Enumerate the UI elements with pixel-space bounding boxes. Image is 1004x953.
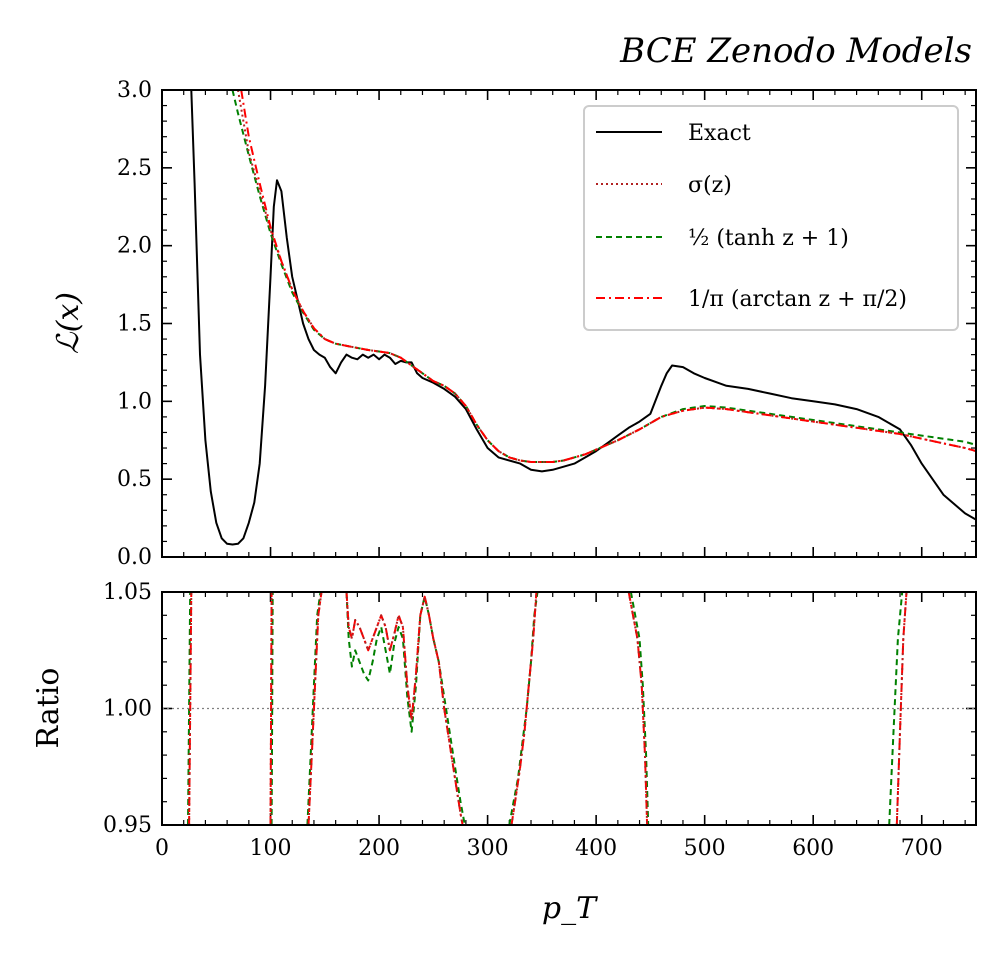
bottom-ytick-labels: 0.95 1.00 1.05 [103, 580, 152, 838]
ratio-line-0-0 [187, 592, 192, 825]
bottom-ytick-label: 1.00 [103, 697, 152, 722]
xlabel: p_T [542, 891, 598, 926]
ratio-line-2-6 [895, 592, 908, 825]
bottom-ytick-label: 0.95 [103, 813, 152, 838]
ratio-line-2-5 [627, 592, 649, 825]
xtick-label: 600 [792, 836, 834, 861]
top-series [190, 90, 976, 546]
legend: Exact σ(z) ½ (tanh z + 1) 1/π (arctan z + π… [583, 105, 959, 331]
bottom-axes-frame [161, 591, 977, 826]
ratio-line-0-3 [345, 592, 466, 825]
legend-label: Exact [688, 121, 751, 146]
legend-label: 1/π (arctan z + π/2) [688, 287, 907, 312]
legend-label: σ(z) [688, 173, 732, 198]
ratio-line-0-5 [629, 592, 650, 825]
top-ytick-label: 2.5 [117, 156, 152, 181]
legend-box [583, 105, 959, 331]
bottom-panel: 0.95 1.00 1.05 0 100 200 300 400 500 600 700 [103, 580, 977, 861]
ratio-line-0-6 [888, 592, 904, 825]
xtick-label: 400 [575, 836, 617, 861]
bottom-series [187, 592, 908, 825]
ratio-line-2-1 [269, 592, 273, 825]
bottom-ytick-label: 1.05 [103, 580, 152, 605]
legend-entries: Exact σ(z) ½ (tanh z + 1) 1/π (arctan z + π… [596, 121, 907, 312]
top-axes-frame [161, 89, 977, 558]
ratio-line-0-1 [270, 592, 274, 825]
top-ytick-labels: 0.0 0.5 1.0 1.5 2.0 2.5 3.0 [117, 78, 152, 570]
top-panel: 0.0 0.5 1.0 1.5 2.0 2.5 3.0 [117, 78, 977, 570]
chart-title: BCE Zenodo Models [619, 31, 972, 71]
xtick-label: 200 [358, 836, 400, 861]
xtick-label: 0 [155, 836, 169, 861]
top-ylabel: ℒ(x) [51, 292, 86, 354]
xtick-label: 100 [250, 836, 292, 861]
legend-label: ½ (tanh z + 1) [688, 226, 849, 251]
ratio-line-2-2 [307, 592, 323, 825]
xtick-label: 700 [901, 836, 943, 861]
top-ytick-label: 0.5 [117, 467, 152, 492]
ratio-line-2-3 [345, 592, 464, 825]
series-line-3 [240, 90, 976, 463]
bottom-xtick-labels: 0 100 200 300 400 500 600 700 [155, 836, 943, 861]
top-ytick-label: 2.0 [117, 234, 152, 259]
top-ytick-label: 0.0 [117, 545, 152, 570]
top-ytick-label: 3.0 [117, 78, 152, 103]
xtick-label: 300 [467, 836, 509, 861]
bottom-ylabel: Ratio [31, 668, 66, 749]
xtick-label: 500 [684, 836, 726, 861]
top-ytick-label: 1.5 [117, 312, 152, 337]
ratio-line-2-0 [188, 592, 193, 825]
top-ytick-label: 1.0 [117, 389, 152, 414]
